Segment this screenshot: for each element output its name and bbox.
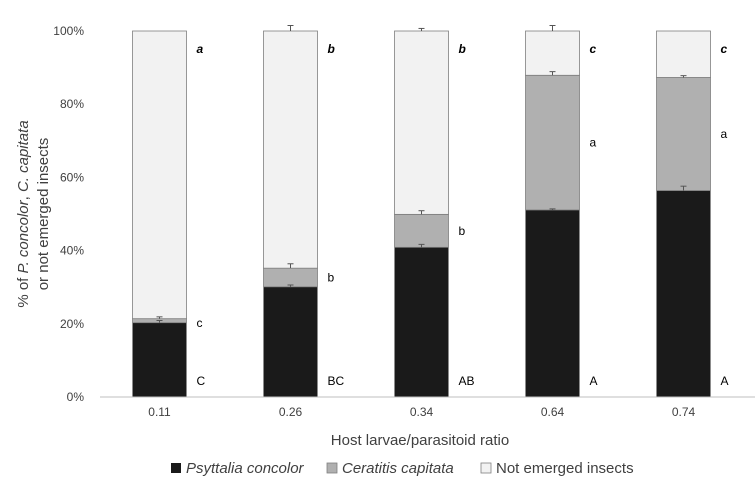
letter-psyttalia: A bbox=[590, 374, 598, 388]
bar-segment-not-emerged-insects bbox=[525, 30, 580, 76]
letter-ceratitis: b bbox=[459, 224, 466, 238]
legend-swatch-ceratitis bbox=[326, 462, 338, 474]
y-axis-title-line2: or not emerged insects bbox=[35, 138, 52, 291]
y-tick-labels: 0% 20% 40% 60% 80% 100% bbox=[53, 24, 84, 404]
bar-segment-ceratitis-capitata bbox=[525, 74, 580, 211]
letter-psyttalia: AB bbox=[459, 374, 475, 388]
letter-ceratitis: c bbox=[197, 316, 203, 330]
x-tick-label: 0.26 bbox=[279, 405, 303, 419]
bars-group bbox=[132, 30, 711, 397]
bar-segment-ceratitis-capitata bbox=[263, 267, 318, 288]
bar-segment-not-emerged-insects bbox=[656, 30, 711, 78]
letter-psyttalia: BC bbox=[328, 374, 345, 388]
legend-label-ceratitis: Ceratitis capitata bbox=[342, 460, 454, 477]
error-bars-group bbox=[156, 25, 687, 323]
y-tick-label: 80% bbox=[60, 97, 84, 111]
y-tick-label: 100% bbox=[53, 24, 84, 38]
bar-segment-not-emerged-insects bbox=[394, 30, 449, 215]
bar-segment-psyttalia-concolor bbox=[263, 286, 318, 397]
letter-psyttalia: C bbox=[197, 374, 206, 388]
legend-swatch-psyttalia bbox=[171, 463, 181, 473]
legend: Psyttalia concolor Ceratitis capitata No… bbox=[171, 460, 634, 477]
bar-segment-ceratitis-capitata bbox=[394, 213, 449, 248]
letter-ceratitis: a bbox=[590, 136, 597, 150]
x-axis-title: Host larvae/parasitoid ratio bbox=[331, 432, 509, 449]
bar-segment-psyttalia-concolor bbox=[132, 322, 187, 397]
x-tick-label: 0.64 bbox=[541, 405, 565, 419]
legend-label-not-emerged: Not emerged insects bbox=[496, 460, 634, 477]
x-tick-label: 0.74 bbox=[672, 405, 696, 419]
legend-swatch-not-emerged bbox=[480, 462, 492, 474]
letter-not-emerged: c bbox=[590, 42, 597, 56]
x-tick-label: 0.34 bbox=[410, 405, 434, 419]
x-tick-labels: 0.11 0.26 0.34 0.64 0.74 bbox=[148, 405, 695, 419]
y-tick-label: 0% bbox=[67, 390, 85, 404]
y-tick-label: 40% bbox=[60, 244, 84, 258]
letter-not-emerged: a bbox=[197, 42, 204, 56]
legend-label-psyttalia: Psyttalia concolor bbox=[186, 460, 305, 477]
bar-segment-not-emerged-insects bbox=[263, 30, 318, 269]
significance-letters: Cc a BC b b AB b b Aa c Aa c bbox=[197, 42, 729, 388]
bar-segment-psyttalia-concolor bbox=[525, 209, 580, 397]
letter-not-emerged: b bbox=[459, 42, 466, 56]
y-tick-label: 60% bbox=[60, 170, 84, 184]
y-axis-title: % of P. concolor, C. capitata bbox=[15, 120, 32, 307]
bar-segment-not-emerged-insects bbox=[132, 30, 187, 320]
letter-not-emerged: b bbox=[328, 42, 335, 56]
x-tick-label: 0.11 bbox=[148, 405, 171, 419]
bar-segment-psyttalia-concolor bbox=[656, 190, 711, 397]
letter-ceratitis: b bbox=[328, 271, 335, 285]
letter-ceratitis: a bbox=[721, 127, 728, 141]
bar-segment-ceratitis-capitata bbox=[656, 77, 711, 191]
letter-psyttalia: A bbox=[721, 374, 729, 388]
letter-not-emerged: c bbox=[721, 42, 728, 56]
bar-segment-psyttalia-concolor bbox=[394, 247, 449, 397]
y-tick-label: 20% bbox=[60, 317, 84, 331]
